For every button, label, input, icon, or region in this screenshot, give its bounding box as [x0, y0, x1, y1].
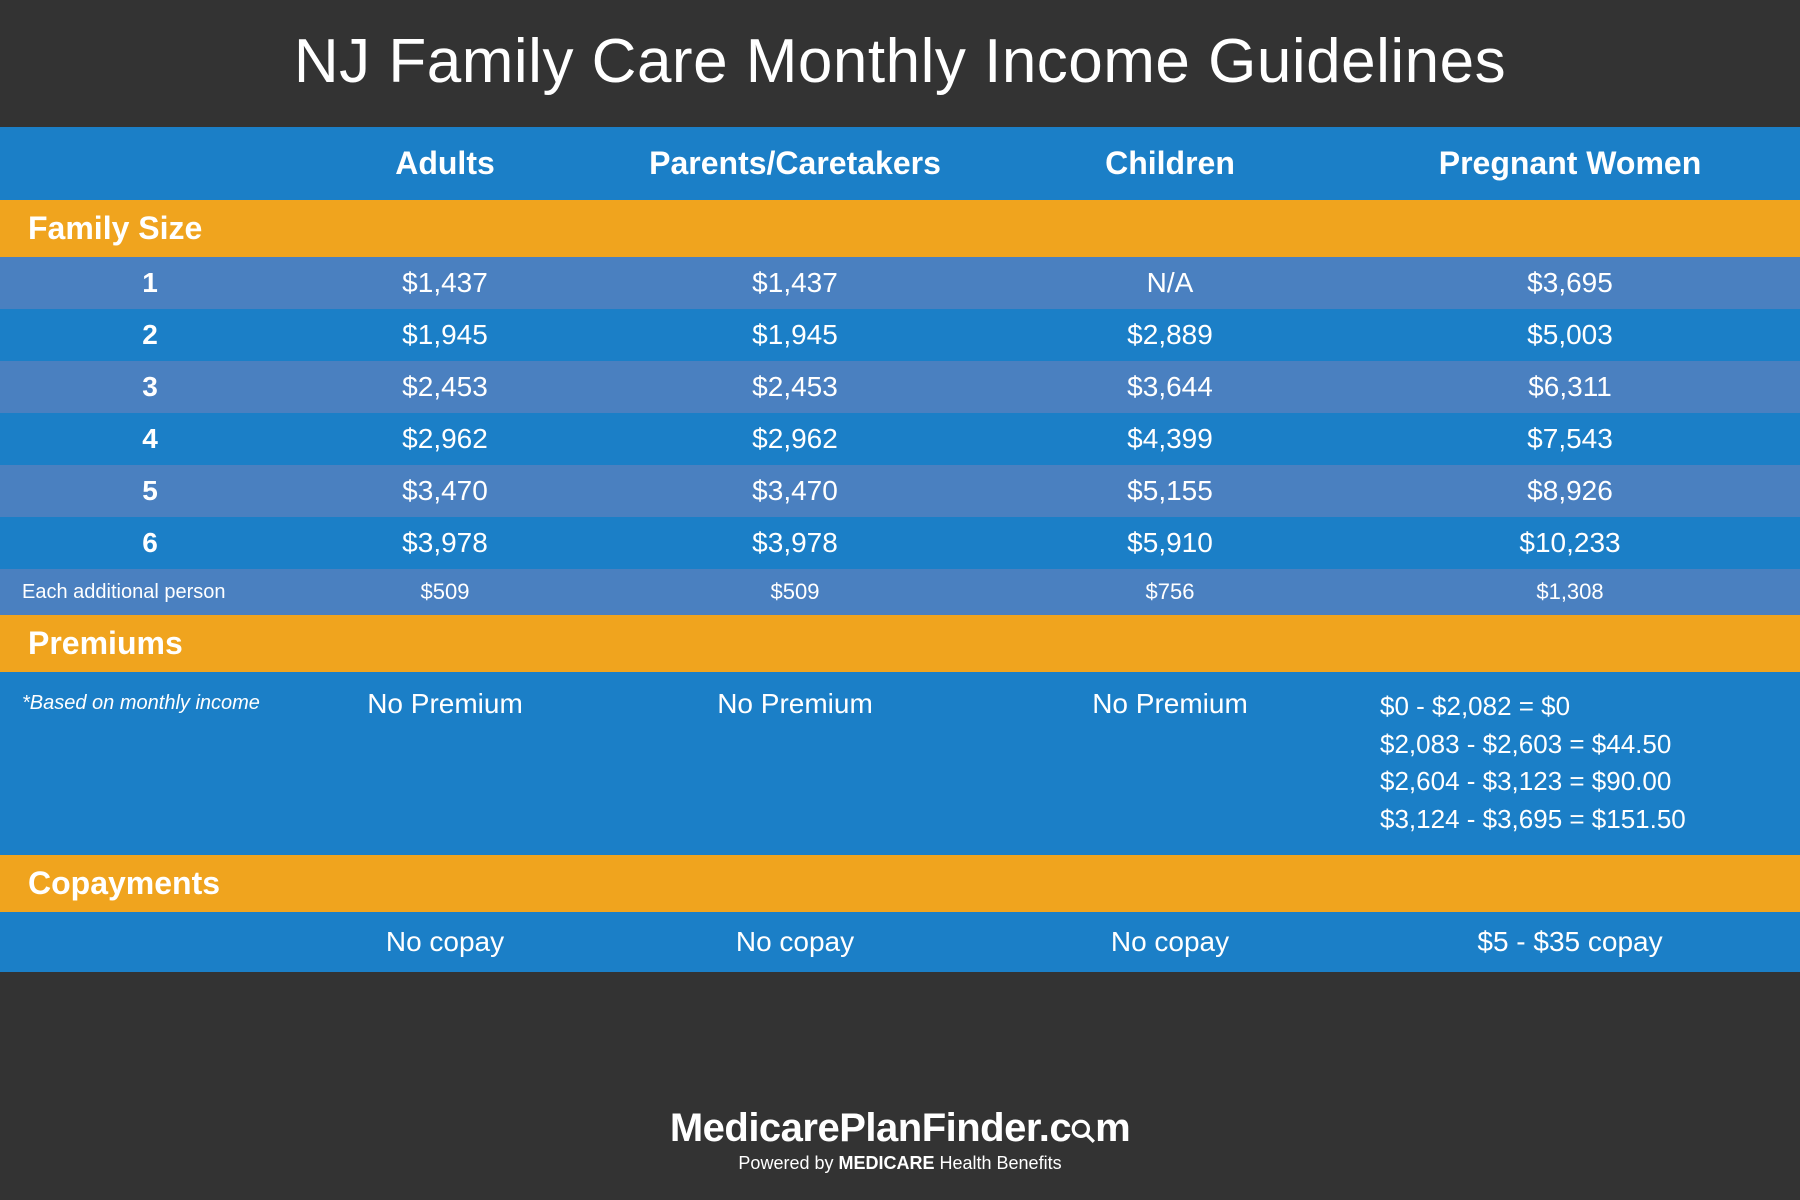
table-row: 2$1,945$1,945$2,889$5,003	[0, 309, 1800, 361]
additional-label: Each additional person	[0, 569, 300, 615]
family-size-value: 2	[0, 309, 300, 361]
premium-tier: $3,124 - $3,695 = $151.50	[1380, 801, 1686, 839]
children-value: $4,399	[1000, 413, 1340, 465]
copay-parents: No copay	[590, 912, 1000, 972]
premiums-pregnant-tiers: $0 - $2,082 = $0$2,083 - $2,603 = $44.50…	[1340, 672, 1800, 855]
infographic-frame: NJ Family Care Monthly Income Guidelines…	[0, 0, 1800, 1200]
sub-pre: Powered by	[738, 1153, 838, 1173]
children-value: $2,889	[1000, 309, 1340, 361]
adults-value: $1,437	[300, 257, 590, 309]
parents-value: $2,453	[590, 361, 1000, 413]
row-additional-person: Each additional person $509 $509 $756 $1…	[0, 569, 1800, 615]
adults-value: $2,962	[300, 413, 590, 465]
copay-pregnant: $5 - $35 copay	[1340, 912, 1800, 972]
additional-pregnant: $1,308	[1340, 569, 1800, 615]
premiums-children: No Premium	[1000, 672, 1340, 736]
premium-tier: $2,083 - $2,603 = $44.50	[1380, 726, 1671, 764]
section-label: Premiums	[0, 615, 1800, 672]
footer: MedicarePlanFinder.c m Powered by MEDICAR…	[0, 1084, 1800, 1200]
parents-value: $3,470	[590, 465, 1000, 517]
pregnant-value: $6,311	[1340, 361, 1800, 413]
premium-tier: $2,604 - $3,123 = $90.00	[1380, 763, 1671, 801]
family-size-value: 4	[0, 413, 300, 465]
row-premiums: *Based on monthly income No Premium No P…	[0, 672, 1800, 855]
parents-value: $1,945	[590, 309, 1000, 361]
pregnant-value: $7,543	[1340, 413, 1800, 465]
section-label: Family Size	[0, 200, 1800, 257]
family-size-value: 6	[0, 517, 300, 569]
brand-text-pre: MedicarePlanFinder.c	[670, 1106, 1071, 1151]
children-value: $3,644	[1000, 361, 1340, 413]
copay-children: No copay	[1000, 912, 1340, 972]
table-row: 1$1,437$1,437N/A$3,695	[0, 257, 1800, 309]
section-label: Copayments	[0, 855, 1800, 912]
section-premiums: Premiums	[0, 615, 1800, 672]
premium-tier: $0 - $2,082 = $0	[1380, 688, 1570, 726]
page-title: NJ Family Care Monthly Income Guidelines	[0, 0, 1800, 127]
row-copayments: No copay No copay No copay $5 - $35 copa…	[0, 912, 1800, 972]
brand-text-post: m	[1095, 1106, 1130, 1151]
premiums-parents: No Premium	[590, 672, 1000, 736]
table-row: 4$2,962$2,962$4,399$7,543	[0, 413, 1800, 465]
premiums-note: *Based on monthly income	[0, 672, 300, 731]
col-blank	[0, 127, 300, 200]
table-row: 5$3,470$3,470$5,155$8,926	[0, 465, 1800, 517]
family-size-value: 5	[0, 465, 300, 517]
adults-value: $1,945	[300, 309, 590, 361]
col-adults: Adults	[300, 127, 590, 200]
children-value: $5,155	[1000, 465, 1340, 517]
col-pregnant: Pregnant Women	[1340, 127, 1800, 200]
adults-value: $3,978	[300, 517, 590, 569]
magnifier-icon	[1070, 1109, 1096, 1135]
adults-value: $3,470	[300, 465, 590, 517]
additional-adults: $509	[300, 569, 590, 615]
table-row: 3$2,453$2,453$3,644$6,311	[0, 361, 1800, 413]
parents-value: $3,978	[590, 517, 1000, 569]
guidelines-table: Adults Parents/Caretakers Children Pregn…	[0, 127, 1800, 1084]
parents-value: $1,437	[590, 257, 1000, 309]
pregnant-value: $5,003	[1340, 309, 1800, 361]
pregnant-value: $8,926	[1340, 465, 1800, 517]
footer-subtitle: Powered by MEDICARE Health Benefits	[0, 1153, 1800, 1174]
table-row: 6$3,978$3,978$5,910$10,233	[0, 517, 1800, 569]
section-copayments: Copayments	[0, 855, 1800, 912]
section-family-size: Family Size	[0, 200, 1800, 257]
children-value: $5,910	[1000, 517, 1340, 569]
adults-value: $2,453	[300, 361, 590, 413]
additional-children: $756	[1000, 569, 1340, 615]
footer-brand: MedicarePlanFinder.c m	[670, 1106, 1130, 1151]
pregnant-value: $3,695	[1340, 257, 1800, 309]
parents-value: $2,962	[590, 413, 1000, 465]
additional-parents: $509	[590, 569, 1000, 615]
children-value: N/A	[1000, 257, 1340, 309]
col-children: Children	[1000, 127, 1340, 200]
sub-post: Health Benefits	[935, 1153, 1062, 1173]
sub-strong: MEDICARE	[838, 1153, 934, 1173]
pregnant-value: $10,233	[1340, 517, 1800, 569]
copay-blank	[0, 912, 300, 972]
column-header-row: Adults Parents/Caretakers Children Pregn…	[0, 127, 1800, 200]
copay-adults: No copay	[300, 912, 590, 972]
family-size-value: 3	[0, 361, 300, 413]
col-parents: Parents/Caretakers	[590, 127, 1000, 200]
premiums-adults: No Premium	[300, 672, 590, 736]
family-size-value: 1	[0, 257, 300, 309]
